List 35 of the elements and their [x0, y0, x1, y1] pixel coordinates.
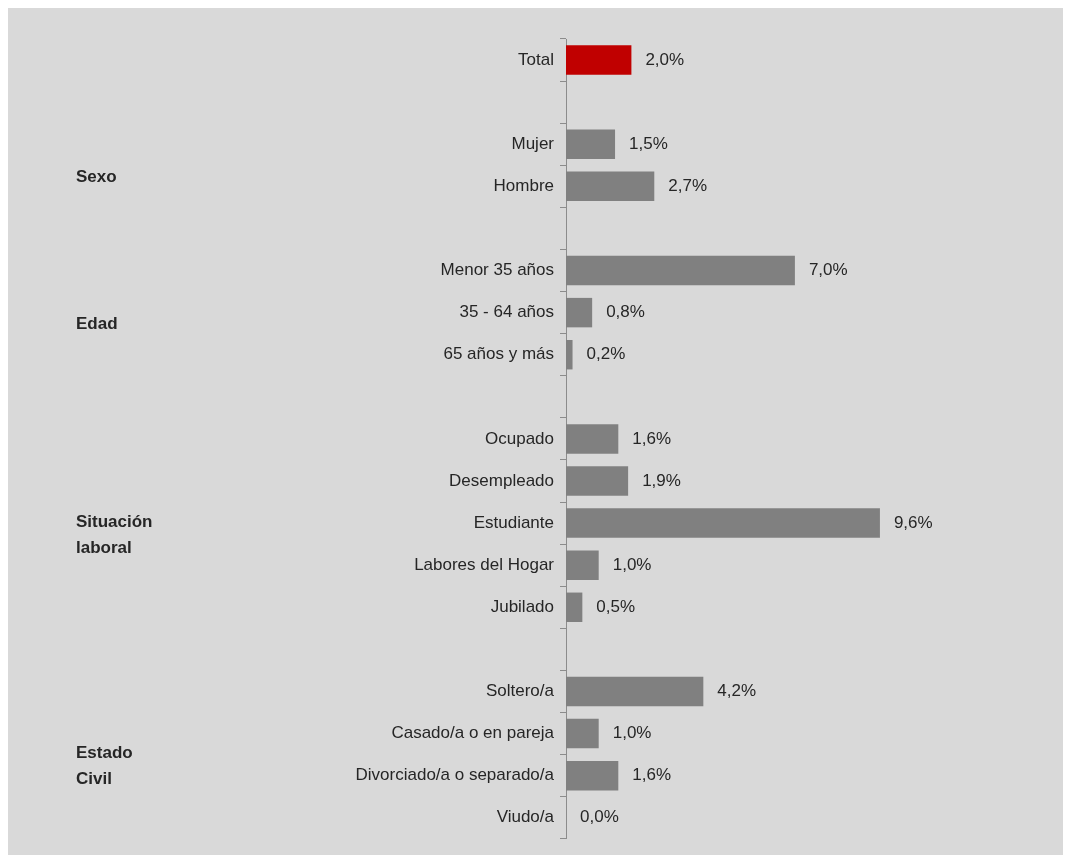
data-label: 0,8% — [606, 302, 645, 322]
data-label: 7,0% — [808, 260, 848, 280]
y-tick-label: Soltero/a — [485, 681, 555, 701]
y-tick-label: Estudiante — [473, 512, 554, 532]
y-tick-label: Jubilado — [490, 596, 554, 616]
data-label: 1,0% — [612, 554, 652, 574]
y-tick-label: 65 años y más — [443, 344, 554, 364]
y-tick-label: Total — [518, 49, 554, 69]
y-tick-label: 35 - 64 años — [459, 302, 554, 322]
y-tick-label: Casado/a o en pareja — [391, 723, 555, 743]
data-label: 0,2% — [586, 344, 626, 364]
text: Edad — [76, 314, 118, 334]
y-tick-label: Divorciado/a o separado/a — [355, 765, 555, 785]
text: Estado Civil — [76, 743, 133, 789]
data-label: 1,6% — [632, 428, 672, 448]
y-tick-label: Ocupado — [485, 428, 554, 448]
y-tick-label: Hombre — [493, 176, 554, 196]
y-tick-label: Menor 35 años — [440, 260, 554, 280]
y-tick-label: Labores del Hogar — [414, 554, 555, 574]
bar — [566, 45, 632, 75]
data-label: 2,0% — [645, 49, 685, 69]
text: Sexo — [76, 166, 117, 186]
data-label: 1,9% — [642, 470, 681, 490]
text: Situación laboral — [76, 511, 153, 557]
y-tick-label: Desempleado — [449, 470, 554, 490]
y-tick-label: Viudo/a — [496, 807, 555, 827]
data-label: 2,7% — [668, 176, 708, 196]
data-label: 9,6% — [893, 512, 933, 532]
data-label: 0,0% — [580, 807, 619, 827]
data-label: 1,0% — [612, 723, 652, 743]
data-label: 4,2% — [717, 681, 757, 701]
data-label: 1,5% — [629, 133, 668, 153]
y-tick-label: Mujer — [511, 133, 555, 153]
data-label: 1,6% — [632, 765, 672, 785]
data-label: 0,5% — [596, 596, 636, 616]
